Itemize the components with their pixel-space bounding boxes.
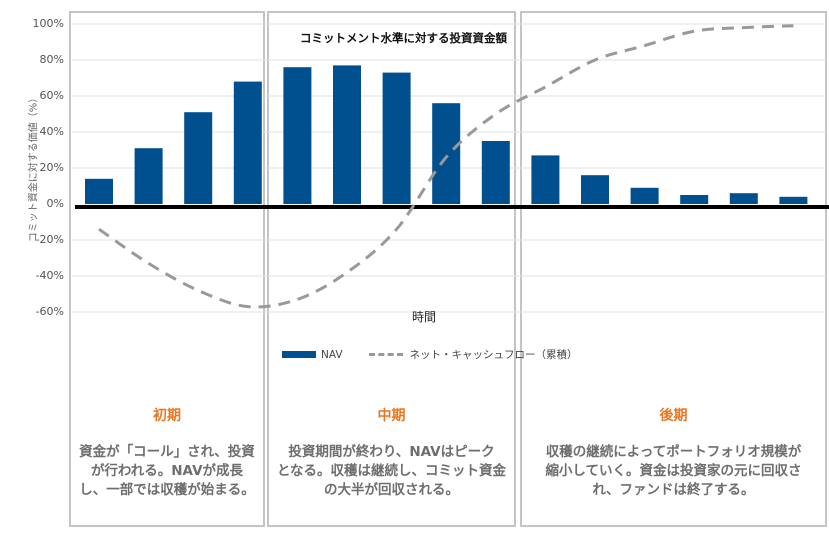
line-net-cashflow <box>98 24 794 309</box>
phase-box-early: 初期 資金が「コール」され、投資 が行われる。NAVが成長 し、一部では収穫が始… <box>69 11 265 527</box>
y-tick-label: 100% <box>32 17 64 30</box>
y-tick-label: 20% <box>39 161 64 174</box>
bar-nav <box>233 81 262 204</box>
bar-nav <box>630 187 659 204</box>
bar-nav <box>481 141 510 204</box>
y-tick-label: 40% <box>39 125 64 138</box>
y-tick-label: 80% <box>39 53 64 66</box>
bar-nav <box>134 148 163 204</box>
phase-title: 後期 <box>659 408 688 424</box>
bar-nav <box>184 112 213 204</box>
bar-nav <box>382 72 411 204</box>
bar-nav <box>432 103 461 204</box>
phase-description: 投資期間が終わり、NAVはピーク となる。収穫は継続し、コミット資金 の大半が回… <box>276 444 507 498</box>
y-tick-label: 0% <box>46 197 64 210</box>
y-tick-label: 60% <box>39 89 64 102</box>
bar-nav <box>581 175 609 204</box>
legend-label-nav: NAV <box>321 348 343 361</box>
x-axis-label: 時間 <box>412 310 437 324</box>
bar-nav <box>283 67 312 204</box>
legend-swatch-cashflow <box>368 353 403 356</box>
phase-box-late: 後期 収穫の継続によってポートフォリオ規模が 縮小していく。資金は投資家の元に回… <box>520 11 827 527</box>
bar-nav <box>729 193 758 204</box>
bar-nav <box>531 155 560 204</box>
legend-label-cashflow: ネット・キャッシュフロー（累積） <box>409 349 578 361</box>
legend-swatch-nav <box>282 351 316 358</box>
bar-nav <box>333 65 361 205</box>
phase-box-middle: 中期 投資期間が終わり、NAVはピーク となる。収穫は継続し、コミット資金 の大… <box>267 11 516 527</box>
y-axis-label: コミット資金に対する価値（%） <box>28 92 40 243</box>
legend: NAV ネット・キャッシュフロー（累積） <box>282 347 578 362</box>
bar-nav <box>779 196 808 204</box>
phase-title: 初期 <box>153 408 181 424</box>
phase-title: 中期 <box>377 408 406 424</box>
chart-title: コミットメント水準に対する投資資金額 <box>300 31 507 45</box>
phase-description: 収穫の継続によってポートフォリオ規模が 縮小していく。資金は投資家の元に回収さ … <box>545 444 802 498</box>
bar-nav <box>85 178 113 204</box>
y-tick-label: -60% <box>35 305 64 318</box>
y-tick-label: -20% <box>35 233 64 246</box>
y-tick-label: -40% <box>35 269 64 282</box>
phase-description: 資金が「コール」され、投資 が行われる。NAVが成長 し、一部では収穫が始まる。 <box>79 444 255 498</box>
bar-nav <box>680 195 709 204</box>
